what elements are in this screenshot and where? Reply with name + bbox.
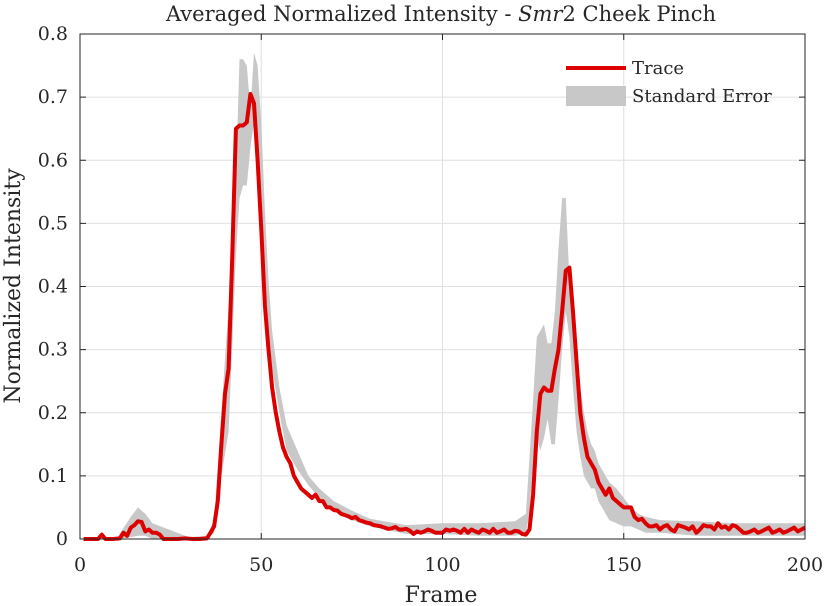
y-tick-label: 0.1 <box>38 465 68 487</box>
chart-title-italic: Smr <box>518 2 564 26</box>
x-tick-label: 50 <box>249 554 273 576</box>
chart-title: Averaged Normalized Intensity - Smr2 Che… <box>165 2 716 26</box>
plot-area: 0 50 100 150 200 0 0.1 0.2 0.3 0.4 0.5 0.6 0.7 0.8 <box>38 23 823 576</box>
legend-trace-label: Trace <box>632 58 684 79</box>
y-tick-label: 0.2 <box>38 402 68 424</box>
legend: Trace Standard Error <box>566 58 772 107</box>
y-tick-label: 0.3 <box>38 339 68 361</box>
y-tick-label: 0 <box>56 528 68 550</box>
x-tick-label: 200 <box>787 554 823 576</box>
legend-band-swatch <box>566 86 626 106</box>
trace-line <box>83 92 806 541</box>
y-tick-label: 0.8 <box>38 23 68 45</box>
legend-band-label: Standard Error <box>632 86 772 107</box>
chart-title-suffix: 2 Cheek Pinch <box>562 2 716 26</box>
x-tick-label: 0 <box>74 554 86 576</box>
x-tick-label: 100 <box>424 554 460 576</box>
x-tick-label: 150 <box>606 554 642 576</box>
x-axis-label: Frame <box>405 583 478 606</box>
axis-ticks: 0 50 100 150 200 0 0.1 0.2 0.3 0.4 0.5 0.6 0.7 0.8 <box>38 23 823 576</box>
y-tick-label: 0.7 <box>38 86 68 108</box>
y-tick-label: 0.5 <box>38 212 68 234</box>
y-tick-label: 0.4 <box>38 276 68 298</box>
chart-title-prefix: Averaged Normalized Intensity - <box>165 2 518 26</box>
y-tick-label: 0.6 <box>38 149 68 171</box>
y-axis-label: Normalized Intensity <box>1 168 26 404</box>
